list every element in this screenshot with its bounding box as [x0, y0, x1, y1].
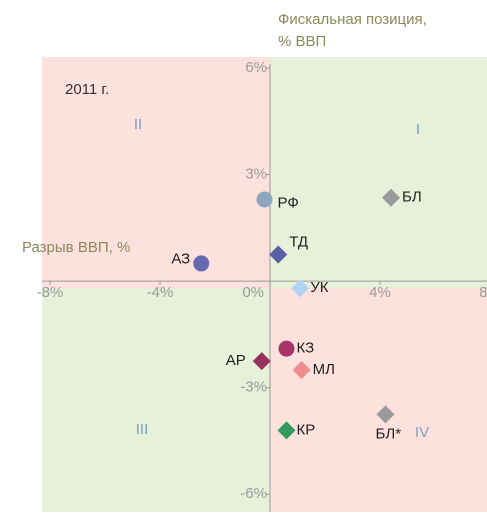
y-tick-label: 3% — [245, 166, 267, 183]
point-label: КЗ — [297, 340, 315, 357]
point-label: АЗ — [171, 250, 190, 267]
y-tick-label: 6% — [245, 59, 267, 76]
point — [252, 352, 271, 371]
quadrant-label: II — [134, 116, 142, 133]
x-tick-label: 4% — [369, 284, 391, 301]
x-tick-label: -4% — [147, 284, 174, 301]
point — [193, 255, 210, 272]
point-label: РФ — [278, 194, 299, 211]
point-label: БЛ* — [376, 425, 402, 442]
quadrant-label: IV — [415, 424, 429, 441]
annotation: 2011 г. — [65, 81, 109, 98]
point — [292, 360, 311, 379]
quadrant-bg — [270, 57, 487, 288]
point-label: КР — [297, 421, 316, 438]
x-tick-label: 0% — [242, 284, 264, 301]
point — [256, 191, 273, 208]
point-label: МЛ — [313, 361, 335, 378]
y-axis-title: % ВВП — [278, 33, 326, 50]
quadrant-bg — [270, 288, 487, 512]
x-axis-title: Разрыв ВВП, % — [22, 239, 130, 256]
y-axis-title: Фискальная позиция, — [278, 11, 427, 28]
y-tick-label: -3% — [240, 379, 267, 396]
y-tick-label: -6% — [240, 485, 267, 502]
point-label: АР — [226, 352, 246, 369]
point — [278, 340, 295, 357]
point — [382, 188, 400, 207]
quadrant-bg — [42, 288, 270, 512]
quadrant-label: I — [416, 121, 420, 138]
point — [269, 245, 288, 264]
point — [277, 421, 296, 440]
point-label: БЛ — [402, 189, 422, 206]
point — [376, 405, 395, 424]
quadrant-label: III — [136, 421, 149, 438]
point — [291, 279, 310, 298]
quadrant-bg — [42, 57, 270, 288]
point-label: УК — [310, 279, 329, 296]
x-tick-label: 8% — [479, 284, 487, 301]
x-tick-label: -8% — [37, 284, 64, 301]
point-label: ТД — [289, 234, 308, 251]
